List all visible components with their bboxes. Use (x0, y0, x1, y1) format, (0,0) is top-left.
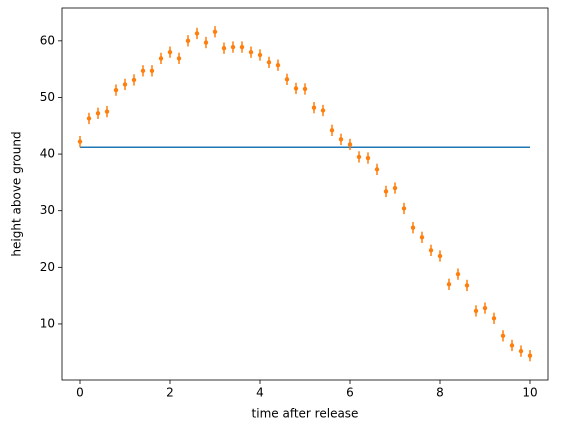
y-tick-label: 10 (40, 316, 55, 330)
point (392, 185, 398, 191)
point (86, 116, 92, 121)
y-tick-label: 30 (40, 203, 55, 217)
point (500, 333, 506, 339)
y-tick-label: 20 (40, 260, 55, 274)
point (401, 206, 407, 211)
point (95, 111, 101, 116)
point (482, 305, 488, 311)
point (311, 105, 317, 110)
point (113, 87, 119, 93)
point (518, 348, 524, 354)
point (167, 49, 173, 55)
y-tick-label: 40 (40, 147, 55, 161)
point (221, 46, 227, 51)
point (446, 282, 452, 287)
point (320, 108, 326, 113)
x-tick-label: 0 (76, 386, 84, 400)
x-axis-label: time after release (252, 407, 359, 421)
point (491, 316, 497, 321)
point (383, 189, 389, 194)
point (122, 82, 128, 87)
point (158, 56, 164, 61)
y-tick-label: 50 (40, 90, 55, 104)
plot-frame (61, 7, 549, 381)
point (464, 283, 470, 288)
x-tick-label: 8 (436, 386, 444, 400)
point (509, 343, 515, 348)
point (140, 68, 146, 74)
point (428, 248, 434, 253)
point (374, 167, 380, 172)
point (176, 56, 182, 61)
point (347, 142, 353, 147)
point (293, 86, 299, 91)
point (149, 68, 155, 74)
point (284, 77, 290, 82)
point (455, 271, 461, 277)
point (419, 235, 425, 240)
point (212, 29, 218, 34)
point (266, 60, 272, 65)
point (104, 109, 110, 114)
point (527, 353, 533, 358)
x-tick-label: 2 (166, 386, 174, 400)
point (437, 253, 443, 259)
point (257, 52, 263, 58)
point (131, 77, 137, 83)
point (185, 38, 191, 44)
point (356, 154, 362, 160)
x-tick-label: 10 (522, 386, 537, 400)
point (194, 31, 200, 36)
x-tick-label: 6 (346, 386, 354, 400)
point (365, 155, 371, 161)
point (203, 40, 209, 45)
point (338, 137, 344, 142)
point (239, 44, 245, 50)
y-axis-label: height above ground (10, 131, 24, 256)
point (77, 139, 83, 144)
y-tick-label: 60 (40, 33, 55, 47)
point (302, 86, 308, 92)
point (248, 49, 254, 55)
point (473, 308, 479, 314)
point (329, 128, 335, 133)
x-tick-label: 4 (256, 386, 264, 400)
point (230, 44, 236, 50)
point (275, 62, 281, 68)
point (410, 225, 416, 230)
